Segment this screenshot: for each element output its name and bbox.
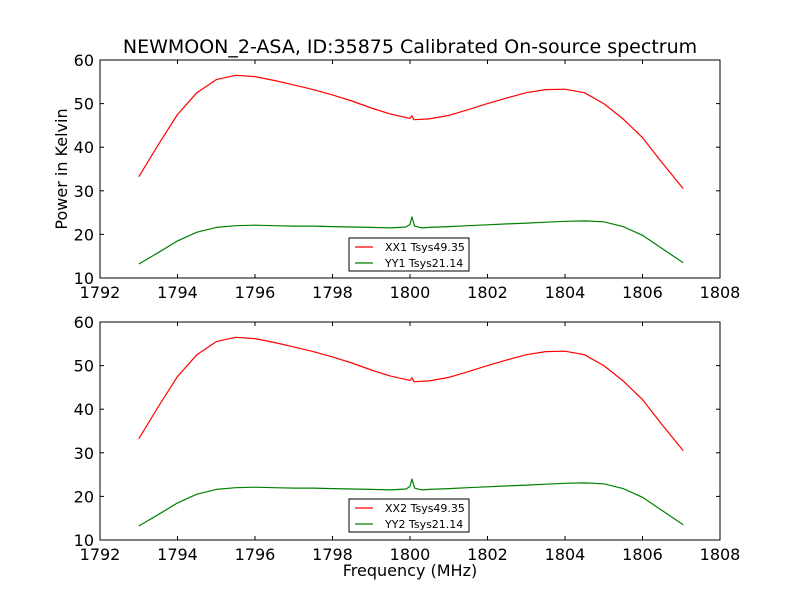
legend: XX1 Tsys49.35 YY1 Tsys21.14 <box>348 237 470 272</box>
y-tick-label: 60 <box>74 51 94 70</box>
legend-box <box>348 237 470 272</box>
y-tick-label: 50 <box>74 357 94 376</box>
y-tick-label: 10 <box>74 269 94 288</box>
x-axis-label: Frequency (MHz) <box>343 561 477 580</box>
x-tick-label: 1800 <box>390 545 431 564</box>
legend-label: YY1 Tsys21.14 <box>384 257 463 270</box>
y-tick-label: 20 <box>74 487 94 506</box>
legend: XX2 Tsys49.35 YY2 Tsys21.14 <box>348 498 470 533</box>
x-tick-label: 1792 <box>80 283 121 302</box>
y-tick-label: 20 <box>74 225 94 244</box>
x-tick-label: 1796 <box>235 545 276 564</box>
legend-label: XX2 Tsys49.35 <box>385 502 465 515</box>
series-line-1 <box>138 336 684 451</box>
subplot-2: 1792 1794 1796 1798 1800 1802 1804 1806 1808 10 20… <box>74 313 741 564</box>
x-tick-label: 1802 <box>467 545 508 564</box>
chart-title: NEWMOON_2-ASA, ID:35875 Calibrated On-so… <box>123 36 697 58</box>
subplot-1: 1792 1794 1796 1798 1800 1802 1804 1806 1808 10 20… <box>74 51 741 302</box>
x-tick-label: 1794 <box>157 283 198 302</box>
x-tick-label: 1804 <box>545 283 586 302</box>
series-line-2 <box>138 478 684 527</box>
y-tick-label: 30 <box>74 182 94 201</box>
y-tick-label: 40 <box>74 400 94 419</box>
series-line-2 <box>138 216 684 265</box>
x-tick-label: 1802 <box>467 283 508 302</box>
x-tick-label: 1806 <box>622 545 663 564</box>
x-tick-label: 1808 <box>700 283 741 302</box>
x-tick-label: 1798 <box>312 545 353 564</box>
legend-label: YY2 Tsys21.14 <box>384 518 463 531</box>
x-tick-label: 1808 <box>700 545 741 564</box>
y-tick-label: 10 <box>74 531 94 550</box>
x-tick-label: 1794 <box>157 545 198 564</box>
y-axis-label: Power in Kelvin <box>52 108 71 229</box>
x-tick-label: 1796 <box>235 283 276 302</box>
legend-box <box>348 498 470 533</box>
legend-label: XX1 Tsys49.35 <box>385 241 465 254</box>
subplots: 1792 1794 1796 1798 1800 1802 1804 1806 1808 10 20… <box>74 51 741 564</box>
x-tick-label: 1800 <box>390 283 431 302</box>
x-tick-label: 1798 <box>312 283 353 302</box>
series-line-1 <box>138 74 684 189</box>
x-tick-label: 1804 <box>545 545 586 564</box>
x-tick-label: 1792 <box>80 545 121 564</box>
y-tick-label: 30 <box>74 444 94 463</box>
y-tick-label: 60 <box>74 313 94 332</box>
y-tick-label: 50 <box>74 95 94 114</box>
x-tick-label: 1806 <box>622 283 663 302</box>
y-tick-label: 40 <box>74 138 94 157</box>
